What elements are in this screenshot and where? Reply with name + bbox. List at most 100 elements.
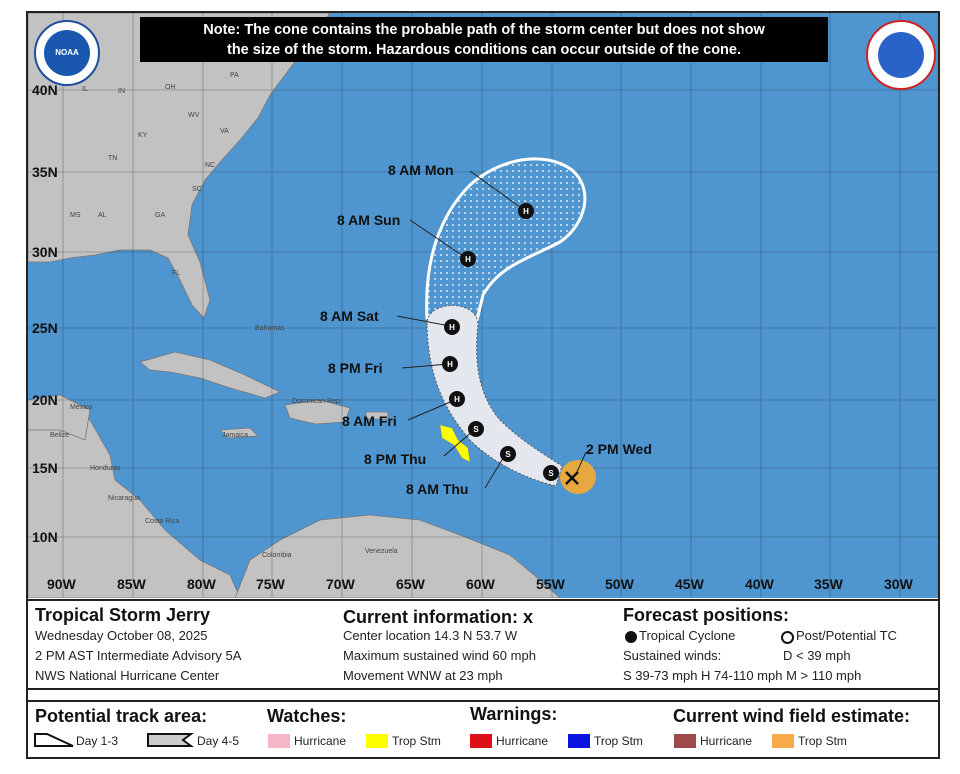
lon-label: 55W — [536, 576, 565, 592]
noaa-logo: NOAA — [34, 20, 100, 86]
geo-label: Mexico — [70, 404, 93, 411]
storm-name: Tropical Storm Jerry — [35, 605, 211, 625]
trop-stm-watch-area — [439, 424, 471, 463]
land — [28, 13, 561, 598]
forecast-label: 8 AM Sat — [320, 308, 379, 324]
geo-label: IL — [82, 86, 88, 93]
svg-text:S: S — [505, 450, 511, 459]
day-1-3-label: Day 1-3 — [76, 734, 119, 748]
day-1-3-icon — [34, 733, 74, 747]
lon-label: 65W — [396, 576, 425, 592]
noaa-logo-text: NOAA — [44, 30, 90, 76]
forecast-label: 8 AM Thu — [406, 481, 469, 497]
forecast-title: Forecast positions: — [623, 605, 790, 625]
trop-stm-wind-label: Trop Stm — [798, 734, 847, 748]
cone-note: Note: The cone contains the probable pat… — [140, 17, 828, 62]
lon-label: 50W — [605, 576, 634, 592]
note-line-2: the size of the storm. Hazardous conditi… — [226, 42, 741, 58]
svg-text:S: S — [548, 469, 554, 478]
lon-label: 60W — [466, 576, 495, 592]
lat-label: 40N — [32, 82, 58, 98]
hurricane-watch-swatch — [268, 734, 290, 748]
tropical-cyclone-icon — [625, 631, 637, 643]
geo-label: VA — [220, 128, 229, 135]
geo-label: Costa Rica — [145, 518, 180, 525]
geo-label: WV — [188, 112, 200, 119]
trop-stm-warning-swatch — [568, 734, 590, 748]
geo-label: FL — [172, 270, 181, 277]
label-leaders — [396, 170, 587, 489]
svg-text:H: H — [447, 360, 453, 369]
geo-label: TN — [108, 155, 118, 162]
yucatan — [28, 394, 91, 441]
depression-winds: D < 39 mph — [783, 648, 851, 663]
hurricane-wind-label: Hurricane — [700, 734, 753, 748]
hurricane-wind-swatch — [674, 734, 696, 748]
wind-field-title: Current wind field estimate: — [673, 706, 911, 726]
geo-label: Bahamas — [255, 325, 285, 332]
geo-label: GA — [155, 212, 166, 219]
advisory-number: 2 PM AST Intermediate Advisory 5A — [35, 648, 242, 663]
svg-text:S: S — [473, 425, 479, 434]
geo-label: Honduras — [90, 465, 121, 472]
cone-day-4-5 — [425, 157, 587, 322]
lon-label: 80W — [187, 576, 216, 592]
puerto-rico — [365, 411, 389, 420]
lat-label: 15N — [32, 460, 58, 476]
track-area-title: Potential track area: — [35, 706, 208, 726]
trop-stm-wind-swatch — [772, 734, 794, 748]
geo-label: KY — [138, 132, 148, 139]
max-wind: Maximum sustained wind 60 mph — [343, 648, 536, 663]
svg-text:H: H — [465, 255, 471, 264]
note-line-1: Note: The cone contains the probable pat… — [203, 22, 765, 38]
trop-stm-watch-swatch — [366, 734, 388, 748]
geo-label: PA — [230, 72, 239, 79]
svg-text:H: H — [454, 395, 460, 404]
lon-label: 85W — [117, 576, 146, 592]
geo-label: Jamaica — [222, 432, 249, 439]
geo-label: Belize — [50, 432, 70, 439]
hurricane-watch-label: Hurricane — [294, 734, 347, 748]
lat-label: 20N — [32, 392, 58, 408]
legend-panel — [28, 700, 938, 758]
geo-label: SC — [192, 186, 202, 193]
sustained-winds-label: Sustained winds: — [623, 648, 722, 663]
forecast-label: 8 PM Thu — [364, 451, 427, 467]
geo-label: NC — [205, 162, 216, 169]
info-panel — [28, 599, 938, 690]
lat-label: 30N — [32, 244, 58, 260]
lon-label: 75W — [256, 576, 285, 592]
geo-label: Nicaragua — [108, 495, 140, 502]
ptc-label: Post/Potential TC — [796, 628, 897, 643]
geo-label: Dominican Rep. — [292, 398, 342, 405]
forecast-label: 8 AM Mon — [388, 162, 454, 178]
forecast-label: 8 AM Sun — [337, 212, 401, 228]
post-tc-icon — [781, 631, 794, 644]
jamaica — [219, 427, 259, 439]
day-4-5-label: Day 4-5 — [197, 734, 240, 748]
south-america — [234, 514, 561, 598]
tc-label: Tropical Cyclone — [639, 628, 736, 643]
svg-text:H: H — [523, 207, 529, 216]
lon-label: 45W — [675, 576, 704, 592]
center-location: Center location 14.3 N 53.7 W — [343, 628, 518, 643]
lon-label: 90W — [47, 576, 76, 592]
svg-text:H: H — [449, 323, 455, 332]
advisory-date: Wednesday October 08, 2025 — [35, 628, 208, 643]
lon-label: 35W — [814, 576, 843, 592]
trop-stm-warning-label: Trop Stm — [594, 734, 643, 748]
lat-label: 35N — [32, 164, 58, 180]
lat-label: 25N — [32, 320, 58, 336]
hurricane-warning-label: Hurricane — [496, 734, 549, 748]
day-4-5-icon — [147, 733, 194, 747]
cone-day-1-3 — [426, 305, 563, 487]
wind-field-trop-stm — [560, 460, 596, 494]
hurricane-warning-swatch — [470, 734, 492, 748]
cuba — [139, 351, 281, 399]
forecast-label: 8 AM Fri — [342, 413, 397, 429]
forecast-label: 2 PM Wed — [586, 441, 652, 457]
warnings-title: Warnings: — [470, 704, 558, 724]
north-america — [28, 13, 331, 319]
geo-label: MS — [70, 212, 81, 219]
geo-label: Colombia — [262, 552, 292, 559]
